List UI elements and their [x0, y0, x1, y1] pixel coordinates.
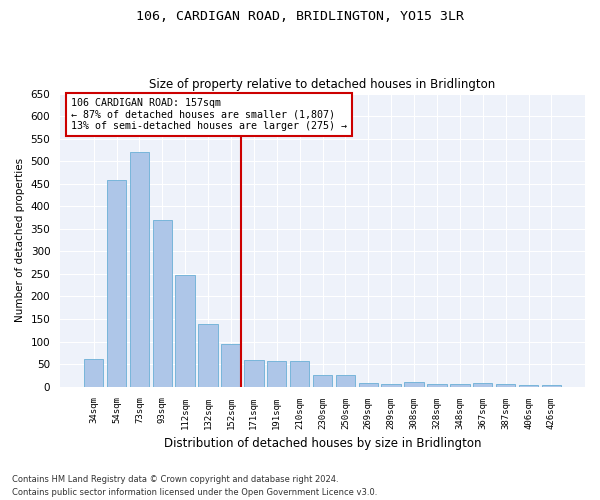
Bar: [152, 220, 172, 386]
Bar: [130, 152, 149, 386]
Bar: [496, 384, 515, 386]
Y-axis label: Number of detached properties: Number of detached properties: [15, 158, 25, 322]
Bar: [199, 324, 218, 386]
Bar: [450, 384, 470, 386]
Bar: [473, 383, 493, 386]
Bar: [359, 383, 378, 386]
Bar: [404, 382, 424, 386]
Text: 106 CARDIGAN ROAD: 157sqm
← 87% of detached houses are smaller (1,807)
13% of se: 106 CARDIGAN ROAD: 157sqm ← 87% of detac…: [71, 98, 347, 131]
X-axis label: Distribution of detached houses by size in Bridlington: Distribution of detached houses by size …: [164, 437, 481, 450]
Title: Size of property relative to detached houses in Bridlington: Size of property relative to detached ho…: [149, 78, 496, 91]
Bar: [313, 376, 332, 386]
Bar: [84, 358, 103, 386]
Bar: [335, 376, 355, 386]
Text: 106, CARDIGAN ROAD, BRIDLINGTON, YO15 3LR: 106, CARDIGAN ROAD, BRIDLINGTON, YO15 3L…: [136, 10, 464, 23]
Bar: [427, 384, 446, 386]
Bar: [221, 344, 241, 387]
Text: Contains HM Land Registry data © Crown copyright and database right 2024.
Contai: Contains HM Land Registry data © Crown c…: [12, 476, 377, 497]
Bar: [175, 275, 195, 386]
Bar: [382, 384, 401, 386]
Bar: [267, 360, 286, 386]
Bar: [290, 361, 310, 386]
Bar: [244, 360, 263, 386]
Bar: [107, 180, 126, 386]
